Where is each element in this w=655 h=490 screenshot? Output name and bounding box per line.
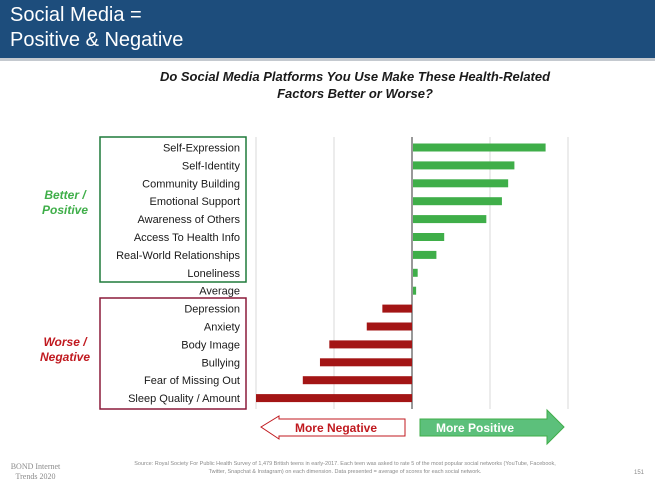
worse-negative-label: Worse / Negative xyxy=(39,335,91,364)
bar-real-world-relationships xyxy=(413,250,437,259)
bar-self-identity xyxy=(413,161,515,170)
category-label: Awareness of Others xyxy=(137,214,240,226)
more-positive-arrow xyxy=(419,408,565,446)
category-label: Loneliness xyxy=(187,268,240,280)
category-label: Bullying xyxy=(201,357,240,369)
category-label: Real-World Relationships xyxy=(116,250,240,262)
more-positive-label: More Positive xyxy=(436,421,514,435)
category-label: Self-Expression xyxy=(163,143,240,155)
bar-emotional-support xyxy=(413,197,502,206)
slide-title-line-1: Social Media = xyxy=(10,4,142,26)
more-negative-arrow xyxy=(260,415,406,440)
bond-logo: BOND Internet Trends 2020 xyxy=(10,462,61,481)
bar-sleep-quality-amount xyxy=(256,394,412,403)
bar-loneliness xyxy=(413,268,418,277)
chart-title: Do Social Media Platforms You Use Make T… xyxy=(159,69,551,101)
category-label: Anxiety xyxy=(204,322,241,334)
category-label: Self-Identity xyxy=(182,160,241,172)
bar-anxiety xyxy=(366,322,412,331)
category-label: Average xyxy=(199,286,240,298)
category-label: Emotional Support xyxy=(150,196,241,208)
source-note: Source: Royal Society For Public Health … xyxy=(134,461,556,475)
slide-title-line-2: Positive & Negative xyxy=(10,29,184,51)
category-label: Access To Health Info xyxy=(134,232,240,244)
bar-depression xyxy=(382,304,412,313)
bar-awareness-of-others xyxy=(413,215,487,224)
category-label: Sleep Quality / Amount xyxy=(128,393,240,405)
worse-group-box xyxy=(99,297,247,410)
bar-body-image xyxy=(329,340,412,349)
category-label: Depression xyxy=(184,304,240,316)
bar-fear-of-missing-out xyxy=(302,376,412,385)
category-label: Fear of Missing Out xyxy=(144,375,240,387)
category-label: Community Building xyxy=(142,178,240,190)
better-group-box xyxy=(99,136,247,283)
bar-self-expression xyxy=(413,143,546,152)
better-positive-label: Better / Positive xyxy=(41,188,89,217)
bar-average xyxy=(413,286,417,295)
more-negative-label: More Negative xyxy=(295,421,377,435)
page-number: 151 xyxy=(634,470,645,476)
bar-access-to-health-info xyxy=(413,233,445,241)
category-label: Body Image xyxy=(181,339,240,351)
bar-community-building xyxy=(413,179,509,188)
bar-bullying xyxy=(319,358,412,367)
slide-header: Social Media = Positive & Negative xyxy=(0,0,655,61)
